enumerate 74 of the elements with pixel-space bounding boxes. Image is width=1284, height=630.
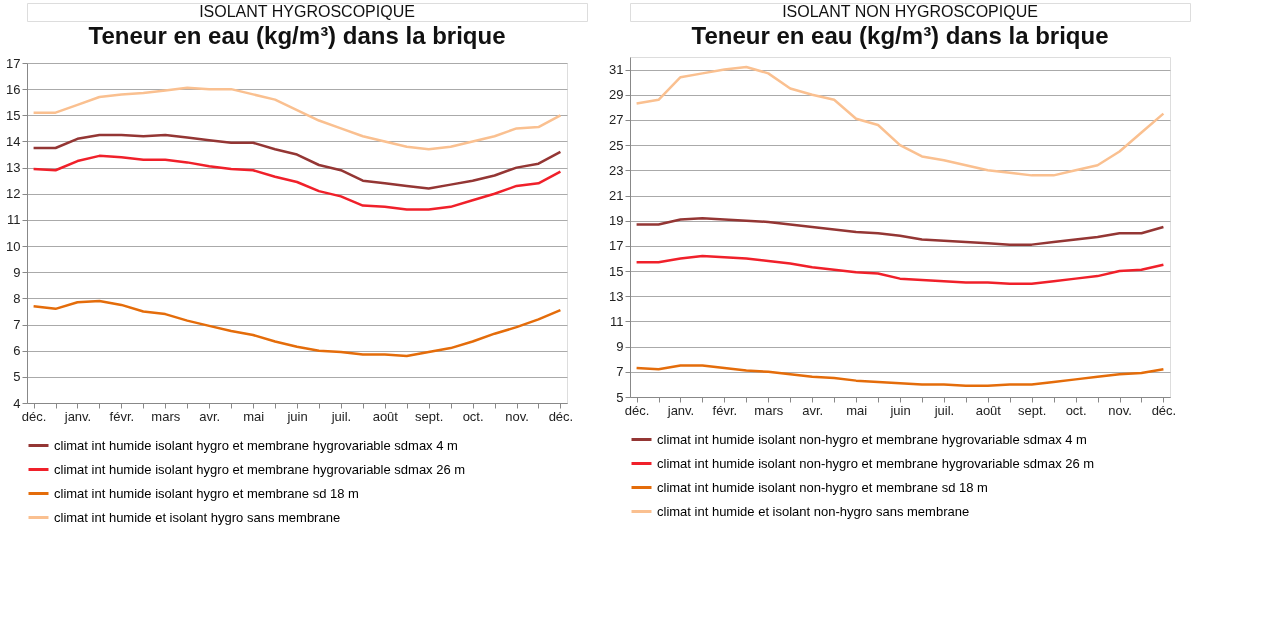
line-series [635, 254, 1165, 285]
x-tick-label: déc. [624, 402, 650, 418]
legend-label: climat int humide isolant hygro et membrane sd 18 m [54, 485, 359, 501]
legend-label: climat int humide et isolant hygro sans membrane [54, 509, 341, 525]
text: ISOLANT HYGROSCOPIQUE [199, 3, 415, 20]
legend-label: climat int humide isolant non-hygro et membrane sd 18 m [657, 479, 988, 495]
x-tick-label: janv. [666, 402, 695, 418]
y-tick-label: 16 [6, 81, 21, 97]
x-tick-label: sept. [415, 408, 444, 424]
x-tick-label: déc. [21, 408, 47, 424]
y-tick-label: 7 [616, 364, 624, 380]
y-tick-label: 17 [609, 238, 624, 254]
line-series [32, 299, 562, 358]
text: ISOLANT NON HYGROSCOPIQUE [782, 3, 1038, 20]
y-tick-label: 4 [13, 395, 21, 411]
line-series [32, 154, 562, 211]
y-tick-label: 12 [6, 186, 21, 202]
y-tick-label: 27 [609, 112, 624, 128]
chart-title: Teneur en eau (kg/m³) dans la brique [691, 22, 1109, 49]
legend-label: climat int humide isolant hygro et membrane hygrovariable sdmax 4 m [54, 437, 458, 453]
x-tick-label: févr. [712, 402, 738, 418]
y-tick-label: 31 [609, 62, 624, 78]
y-tick-label: 5 [13, 369, 21, 385]
y-tick-label: 29 [609, 87, 624, 103]
y-tick-label: 11 [7, 212, 21, 228]
y-tick-label: 17 [6, 55, 21, 71]
x-tick-label: déc. [548, 408, 574, 424]
line-series [635, 216, 1165, 246]
x-tick-label: nov. [505, 408, 529, 424]
y-tick-label: 19 [609, 213, 624, 229]
y-tick-label: 23 [609, 162, 624, 178]
y-tick-label: 10 [6, 238, 21, 254]
y-tick-label: 25 [609, 137, 624, 153]
y-tick-label: 9 [13, 264, 21, 280]
chart-title: Teneur en eau (kg/m³) dans la brique [88, 22, 506, 49]
x-tick-label: avr. [199, 408, 221, 424]
y-tick-label: 15 [6, 107, 21, 123]
legend-label: climat int humide isolant non-hygro et membrane hygrovariable sdmax 26 m [657, 455, 1095, 471]
x-tick-label: déc. [1151, 402, 1177, 418]
x-tick-label: janv. [63, 408, 92, 424]
y-tick-label: 21 [609, 188, 624, 204]
x-tick-label: févr. [109, 408, 135, 424]
x-tick-label: mai [243, 408, 265, 424]
x-tick-label: juil. [933, 402, 955, 418]
x-tick-label: juin [286, 408, 308, 424]
x-tick-label: mars [151, 408, 181, 424]
y-tick-label: 8 [13, 290, 21, 306]
x-tick-label: août [975, 402, 1002, 418]
x-tick-label: juil. [330, 408, 352, 424]
x-tick-label: nov. [1108, 402, 1132, 418]
line-series [635, 364, 1165, 387]
x-tick-label: oct. [462, 408, 484, 424]
x-tick-label: juin [889, 402, 911, 418]
legend-label: climat int humide isolant hygro et membrane hygrovariable sdmax 26 m [54, 461, 466, 477]
line-series [635, 65, 1165, 177]
y-tick-label: 7 [13, 317, 21, 333]
legend-label: climat int humide isolant non-hygro et membrane hygrovariable sdmax 4 m [657, 431, 1087, 447]
x-tick-label: avr. [802, 402, 824, 418]
y-tick-label: 15 [609, 263, 624, 279]
x-tick-label: mars [754, 402, 784, 418]
y-tick-label: 14 [6, 133, 21, 149]
y-tick-label: 13 [6, 160, 21, 176]
y-tick-label: 6 [13, 343, 21, 359]
y-tick-label: 11 [610, 313, 624, 329]
legend-label: climat int humide et isolant non-hygro sans membrane [657, 503, 970, 519]
line-series [32, 133, 562, 190]
x-tick-label: mai [846, 402, 868, 418]
line-series [32, 86, 562, 151]
y-tick-label: 9 [616, 339, 624, 355]
y-tick-label: 5 [616, 389, 624, 405]
x-tick-label: août [372, 408, 399, 424]
y-tick-label: 13 [609, 288, 624, 304]
x-tick-label: sept. [1018, 402, 1047, 418]
x-tick-label: oct. [1065, 402, 1087, 418]
